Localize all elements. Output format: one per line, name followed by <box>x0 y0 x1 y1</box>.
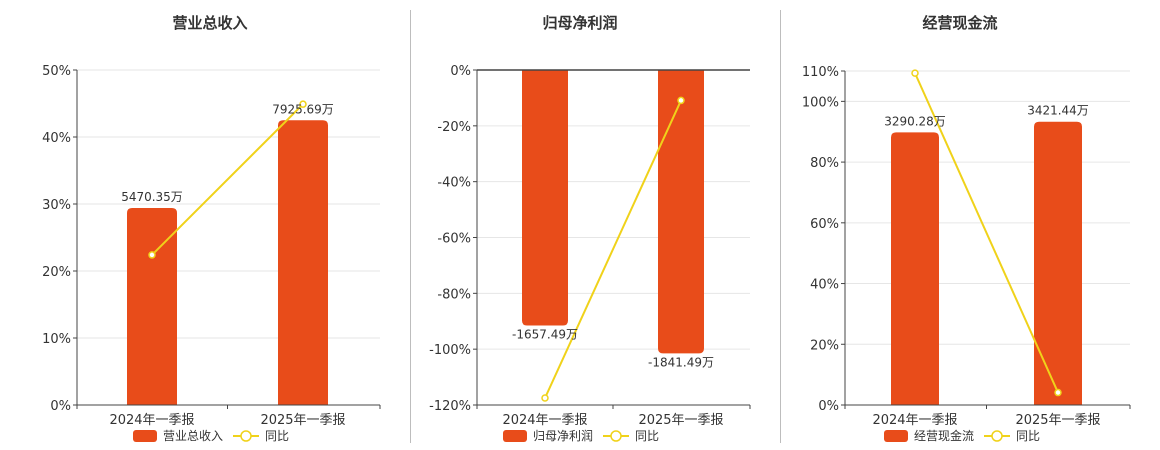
bar-value-label: -1657.49万 <box>512 327 578 341</box>
legend-bar-swatch <box>884 430 908 442</box>
y-tick-label: 40% <box>810 278 839 293</box>
y-tick-label: -120% <box>429 399 471 414</box>
chart-title-net-profit: 归母净利润 <box>542 14 618 32</box>
y-tick-label: 0% <box>450 64 471 79</box>
y-tick-label: 60% <box>810 217 839 232</box>
line-point <box>541 394 549 402</box>
chart-title-cash-flow: 经营现金流 <box>922 14 998 32</box>
series-line <box>151 103 304 256</box>
legend-label: 同比 <box>635 429 659 443</box>
legend-bar-swatch <box>503 430 527 442</box>
legend-line-marker <box>610 430 622 442</box>
bar <box>658 70 704 354</box>
bar-value-label: -1841.49万 <box>648 355 714 369</box>
line-point <box>148 251 156 259</box>
bar <box>522 70 568 326</box>
chart-title-revenue: 营业总收入 <box>172 14 248 32</box>
line-point <box>299 100 307 108</box>
legend-label: 经营现金流 <box>914 428 974 443</box>
y-tick-label: -60% <box>437 232 471 247</box>
legend-line-marker <box>240 430 252 442</box>
panel-divider <box>410 10 411 443</box>
legend-label: 归母净利润 <box>533 429 593 443</box>
y-tick-label: 100% <box>802 95 839 110</box>
bar <box>1034 121 1082 405</box>
chart-panel-0 <box>73 69 381 442</box>
y-tick-label: 20% <box>42 265 71 280</box>
y-tick-label: -80% <box>437 287 471 302</box>
y-tick-label: 80% <box>810 156 839 171</box>
legend-bar-swatch <box>133 430 157 442</box>
y-tick-label: 30% <box>42 198 71 213</box>
bar <box>891 132 939 406</box>
y-tick-label: 20% <box>810 338 839 353</box>
line-point <box>911 69 919 77</box>
line-point <box>677 96 685 105</box>
bar <box>278 120 328 405</box>
bar-value-label: 3290.28万 <box>884 114 946 128</box>
series-line <box>544 100 682 399</box>
y-tick-label: 0% <box>818 399 839 414</box>
legend-label: 同比 <box>265 429 289 443</box>
legend-label: 营业总收入 <box>163 429 223 443</box>
bar <box>127 208 177 405</box>
chart-panel-1 <box>473 69 751 442</box>
y-tick-label: 0% <box>50 399 71 414</box>
y-tick-label: 40% <box>42 131 71 146</box>
y-tick-label: -20% <box>437 120 471 135</box>
x-tick-label: 2025年一季报 <box>260 413 345 428</box>
legend-label: 同比 <box>1016 429 1040 443</box>
y-tick-label: 50% <box>42 64 71 79</box>
series-line <box>914 72 1059 393</box>
line-point <box>1054 388 1062 397</box>
bar-value-label: 3421.44万 <box>1027 104 1089 118</box>
legend-line-marker <box>991 430 1003 442</box>
x-tick-label: 2024年一季报 <box>109 413 194 428</box>
y-tick-label: 110% <box>802 65 839 80</box>
x-tick-label: 2024年一季报 <box>502 413 587 428</box>
y-tick-label: -40% <box>437 176 471 191</box>
bar-value-label: 7925.69万 <box>272 102 334 116</box>
bar-value-label: 5470.35万 <box>121 190 183 204</box>
y-tick-label: -100% <box>429 343 471 358</box>
panel-divider <box>780 10 781 443</box>
x-tick-label: 2025年一季报 <box>1015 413 1100 428</box>
y-tick-label: 10% <box>42 332 71 347</box>
x-tick-label: 2025年一季报 <box>638 413 723 428</box>
chart-panel-2 <box>841 69 1131 442</box>
x-tick-label: 2024年一季报 <box>872 413 957 428</box>
